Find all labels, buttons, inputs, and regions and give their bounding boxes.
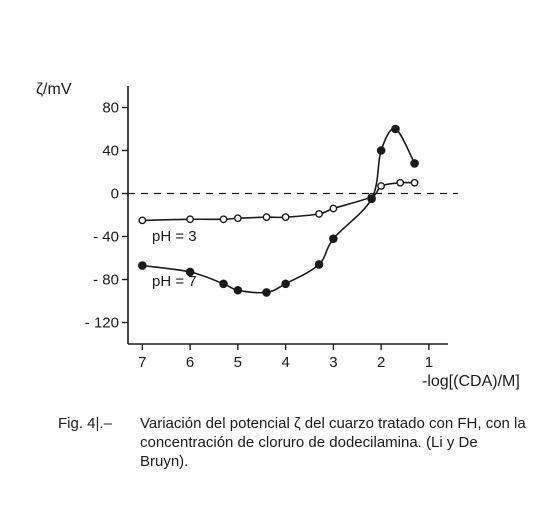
- x-tick-label: 5: [234, 354, 242, 371]
- x-tick-label: 6: [186, 354, 194, 371]
- data-point-ph-7: [376, 146, 386, 155]
- data-point-ph-3: [219, 215, 228, 224]
- x-tick-label: 3: [329, 354, 337, 371]
- x-tick-label: 1: [425, 354, 433, 371]
- y-tick-label: - 40: [93, 229, 119, 246]
- series-label-ph-3: pH = 3: [152, 228, 197, 245]
- x-tick-label: 7: [138, 354, 146, 371]
- y-tick-label: 40: [102, 143, 119, 160]
- data-point-ph-7: [219, 279, 228, 289]
- y-axis-title: ζ/mV: [36, 81, 72, 98]
- chart: 80 40 0 - 40 - 80 - 120 7 6 5 4 3 2 1 pH = 3 pH = 7 ζ…: [36, 81, 520, 390]
- data-point-ph-7: [281, 279, 290, 289]
- data-point-ph-3: [410, 178, 419, 187]
- ticks: 80 40 0 - 40 - 80 - 120 7 6 5 4 3 2 1: [85, 100, 433, 372]
- data-point-ph-7: [262, 288, 271, 297]
- x-tick-label: 2: [377, 354, 385, 371]
- x-tick-label: 4: [281, 354, 289, 371]
- data-point-ph-3: [233, 214, 242, 223]
- data-point-ph-7: [185, 267, 195, 277]
- data-point-ph-3: [377, 182, 386, 190]
- data-point-ph-7: [138, 261, 147, 270]
- data-point-ph-3: [262, 213, 271, 222]
- series-line-ph-7: [142, 128, 416, 294]
- y-tick-label: 0: [111, 186, 119, 203]
- caption-text: Variación del potencial ζ del cuarzo tra…: [140, 415, 526, 470]
- y-tick-label: - 80: [93, 272, 119, 289]
- axes: [127, 86, 458, 345]
- data-point-ph-3: [329, 204, 338, 213]
- series-label-ph-7: pH = 7: [152, 273, 197, 290]
- caption-number: Fig. 4|.–: [58, 415, 112, 432]
- data-point-ph-7: [410, 159, 419, 168]
- y-tick-label: 80: [102, 100, 119, 117]
- data-point-ph-3: [138, 216, 147, 225]
- data-point-ph-7: [233, 285, 243, 295]
- data-point-ph-3: [396, 178, 405, 187]
- figure-caption: Fig. 4|.– Variación del potencial ζ del …: [58, 414, 528, 471]
- series: pH = 3 pH = 7: [138, 124, 419, 297]
- x-axis-title: -log[(CDA)/M]: [422, 373, 520, 390]
- data-point-ph-3: [281, 213, 290, 222]
- data-point-ph-3: [186, 215, 194, 224]
- y-tick-label: - 120: [85, 315, 119, 332]
- data-point-ph-7: [329, 234, 338, 243]
- data-point-ph-7: [391, 124, 400, 134]
- data-point-ph-3: [315, 210, 323, 218]
- data-point-ph-7: [367, 194, 376, 204]
- data-point-ph-7: [314, 260, 324, 269]
